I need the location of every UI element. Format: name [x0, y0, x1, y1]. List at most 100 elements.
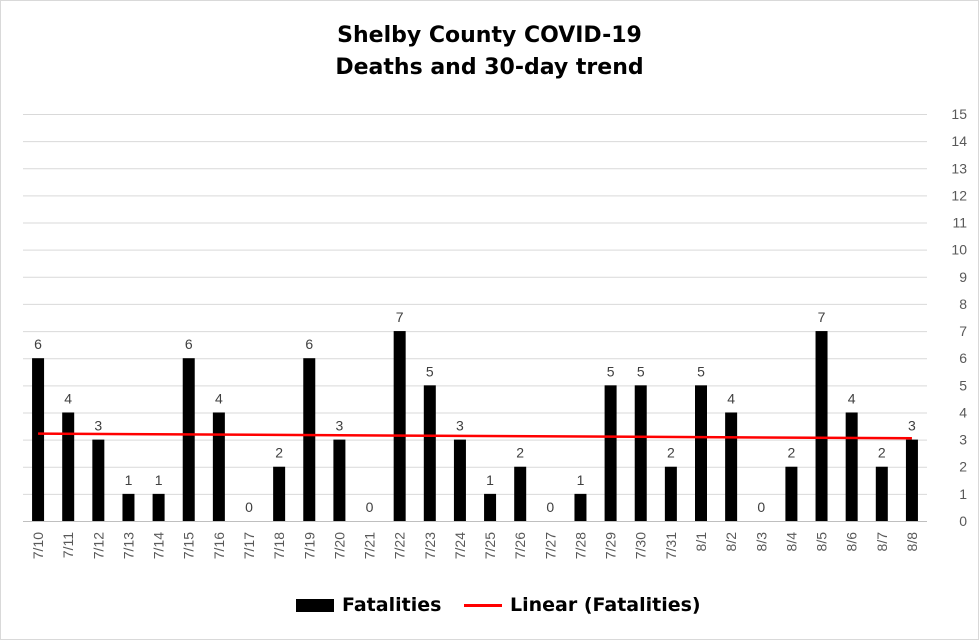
- data-label: 2: [516, 445, 524, 461]
- data-label: 2: [667, 445, 675, 461]
- bar: [484, 493, 497, 521]
- chart-title-line-2: Deaths and 30-day trend: [335, 55, 644, 80]
- x-tick-label: 7/23: [422, 532, 438, 559]
- data-label: 7: [818, 309, 826, 325]
- bar: [152, 493, 165, 521]
- data-label: 4: [727, 390, 735, 406]
- data-label: 1: [155, 472, 163, 488]
- x-tick-label: 7/19: [301, 532, 317, 559]
- x-tick-label: 8/7: [874, 532, 890, 552]
- legend-label-fatalities: Fatalities: [342, 594, 442, 616]
- y-tick-label: 13: [951, 160, 967, 176]
- data-label: 7: [396, 309, 404, 325]
- data-label: 0: [757, 499, 765, 515]
- x-tick-label: 7/16: [211, 532, 227, 559]
- bar: [695, 385, 707, 521]
- data-label: 0: [245, 499, 253, 515]
- data-label: 1: [577, 472, 585, 488]
- y-tick-label: 11: [952, 215, 967, 231]
- x-tick-label: 8/2: [723, 532, 739, 552]
- legend-label-trendline: Linear (Fatalities): [510, 594, 701, 616]
- bar: [845, 412, 858, 521]
- data-label: 5: [607, 363, 615, 379]
- bar: [514, 466, 527, 521]
- data-label: 3: [456, 418, 464, 434]
- x-tick-label: 7/28: [572, 532, 588, 559]
- x-tick-label: 8/4: [783, 532, 799, 552]
- bar: [875, 466, 888, 521]
- bar: [333, 439, 346, 521]
- bar: [92, 439, 105, 521]
- x-tick-label: 7/27: [542, 532, 558, 559]
- bar: [905, 439, 918, 521]
- x-tick-label: 7/25: [482, 532, 498, 559]
- y-tick-label: 10: [951, 242, 967, 258]
- data-label: 3: [336, 418, 344, 434]
- data-label: 4: [215, 390, 223, 406]
- bar: [604, 385, 617, 521]
- x-tick-label: 7/22: [392, 532, 408, 559]
- x-tick-label: 7/29: [603, 532, 619, 559]
- legend: Fatalities Linear (Fatalities): [0, 590, 979, 620]
- legend-item-fatalities: Fatalities: [296, 590, 441, 620]
- chart-title-line-1: Shelby County COVID-19: [337, 23, 642, 48]
- data-label: 4: [848, 390, 856, 406]
- bar: [393, 331, 406, 521]
- x-tick-label: 8/6: [844, 532, 860, 552]
- x-tick-label: 7/30: [633, 532, 649, 559]
- chart-title: Shelby County COVID-19 Deaths and 30-day…: [0, 20, 979, 84]
- data-label: 2: [275, 445, 283, 461]
- bar: [62, 412, 75, 521]
- x-tick-label: 7/11: [60, 532, 76, 558]
- data-label: 0: [366, 499, 374, 515]
- bar: [453, 439, 466, 521]
- legend-swatch-line: [464, 603, 502, 607]
- bar: [212, 412, 225, 521]
- data-label: 6: [185, 336, 193, 352]
- y-tick-label: 2: [959, 459, 967, 475]
- y-tick-label: 12: [951, 187, 967, 203]
- x-tick-label: 8/1: [693, 532, 709, 552]
- trendline: [38, 432, 912, 440]
- legend-item-trendline: Linear (Fatalities): [464, 590, 701, 620]
- x-tick-label: 8/3: [753, 532, 769, 552]
- data-label: 5: [426, 363, 434, 379]
- data-label: 6: [305, 336, 313, 352]
- data-label: 3: [908, 418, 916, 434]
- y-tick-label: 14: [951, 133, 967, 149]
- bar: [182, 358, 195, 521]
- bar: [32, 358, 45, 521]
- data-label: 0: [546, 499, 554, 515]
- bar: [273, 466, 286, 521]
- bar: [725, 412, 738, 521]
- x-tick-label: 7/14: [151, 532, 167, 559]
- bar: [815, 331, 828, 521]
- x-tick-label: 7/31: [663, 532, 679, 559]
- data-label: 2: [878, 445, 886, 461]
- x-tick-label: 7/21: [362, 532, 378, 559]
- y-tick-label: 4: [959, 404, 967, 420]
- y-tick-label: 3: [959, 432, 967, 448]
- y-tick-label: 7: [959, 323, 967, 339]
- data-label: 1: [486, 472, 494, 488]
- bar: [574, 493, 587, 521]
- x-tick-label: 7/12: [90, 532, 106, 559]
- bar: [785, 466, 798, 521]
- data-label: 5: [637, 363, 645, 379]
- x-tick-label: 7/13: [120, 532, 136, 559]
- x-tick-label: 7/15: [181, 532, 197, 559]
- x-tick-label: 7/10: [30, 532, 46, 559]
- x-tick-label: 7/17: [241, 532, 257, 559]
- y-tick-label: 1: [959, 486, 967, 502]
- data-label: 4: [64, 390, 72, 406]
- x-tick-label: 7/18: [271, 532, 287, 559]
- y-tick-label: 5: [959, 377, 967, 393]
- bar: [303, 358, 316, 521]
- x-tick-label: 8/8: [904, 532, 920, 552]
- y-tick-label: 15: [951, 106, 967, 122]
- y-tick-label: 8: [959, 296, 967, 312]
- x-tick-label: 7/24: [452, 532, 468, 559]
- bar: [634, 385, 647, 521]
